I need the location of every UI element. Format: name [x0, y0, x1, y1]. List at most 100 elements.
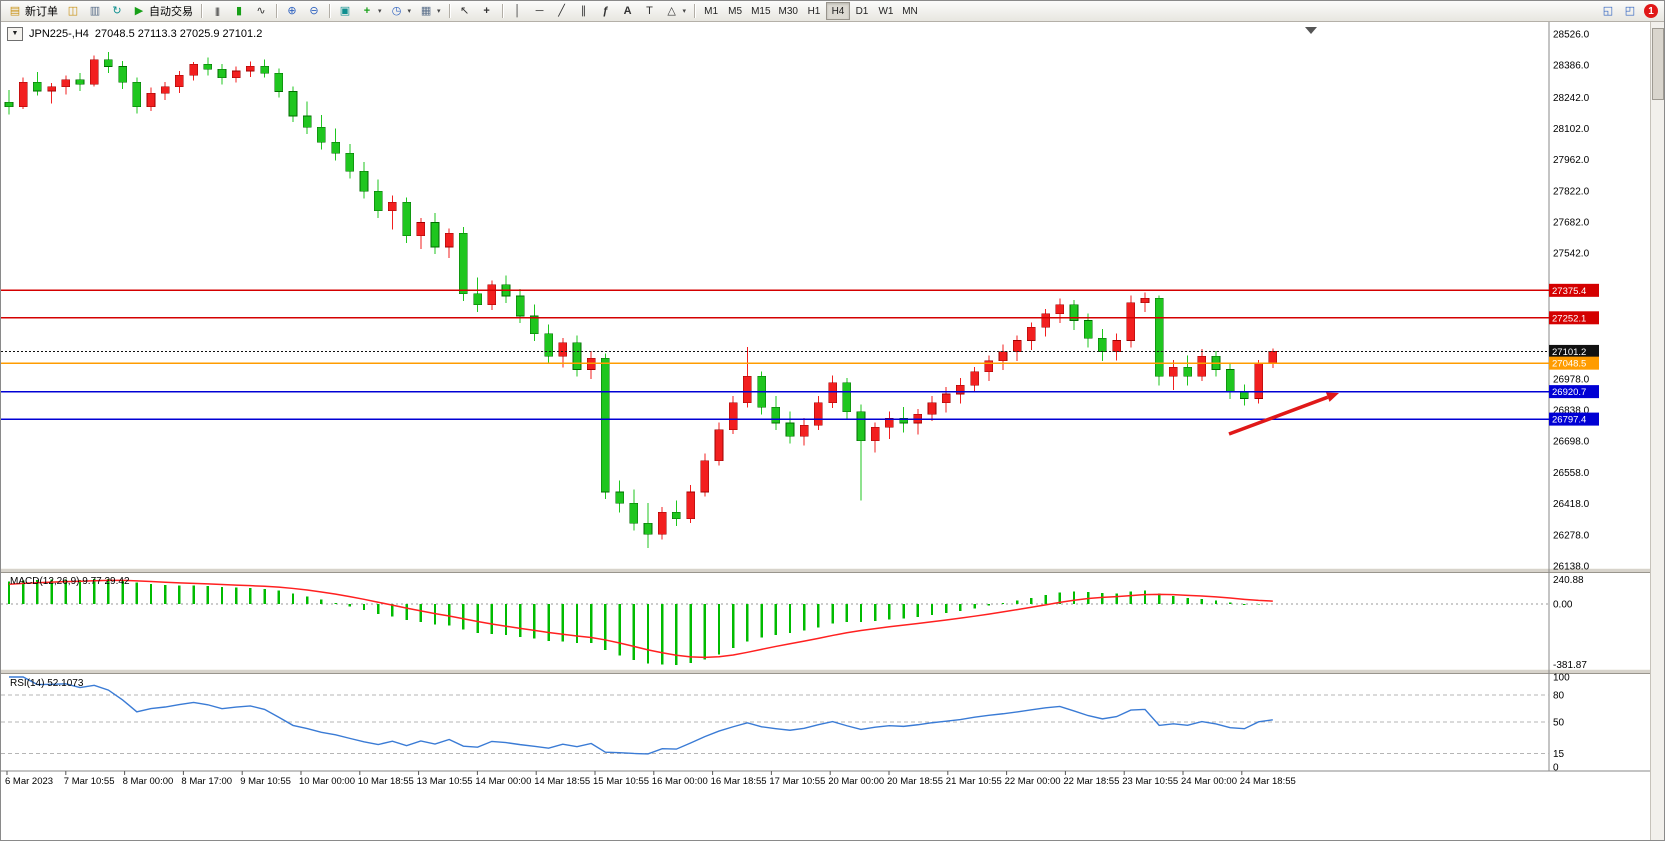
ohlc-values: 27048.5 27113.3 27025.9 27101.2 — [94, 28, 263, 40]
symbol-dropdown-toggle[interactable]: ▼ — [7, 27, 23, 41]
toolbar-separator — [329, 4, 330, 18]
time-axis-label: 14 Mar 00:00 — [475, 776, 531, 787]
candle-body — [984, 360, 994, 373]
chart-canvas: 28526.0 28386.0 28242.0 28102.0 27962.0 27822… — [1, 21, 1653, 840]
scrollbar-thumb[interactable] — [1652, 28, 1664, 100]
candle-body — [487, 284, 497, 306]
time-axis-label: 21 Mar 10:55 — [946, 776, 1002, 787]
price-tag-label-pivot: 27048.5 — [1552, 359, 1586, 370]
channel-tool-button[interactable]: ∥ — [573, 2, 595, 20]
zoom-in-button[interactable]: ⊕ — [281, 2, 303, 20]
candle-body — [558, 342, 568, 357]
time-axis-label: 8 Mar 00:00 — [123, 776, 174, 787]
candle-body — [104, 59, 113, 67]
panel-separator[interactable] — [1, 669, 1653, 674]
candle-body — [217, 68, 227, 78]
timeframe-mn-button[interactable]: MN — [898, 2, 922, 20]
chart-shift-marker[interactable] — [1305, 27, 1317, 34]
time-axis-label: 10 Mar 18:55 — [358, 776, 414, 787]
new-order-button[interactable]: ▤ 新订单 — [4, 2, 62, 20]
candle-body — [302, 115, 312, 128]
layout-button[interactable]: ◱ — [1597, 2, 1619, 20]
candle-body — [416, 222, 426, 237]
time-axis-label: 6 Mar 2023 — [5, 776, 53, 787]
rsi-axis-label: 15 — [1553, 749, 1565, 760]
horizontal-line-tool-button[interactable]: ─ — [529, 2, 551, 20]
dropdown-caret-icon: ▾ — [682, 8, 687, 15]
templates-button[interactable]: ▦ ▾ — [415, 2, 445, 20]
cursor-icon: ↖ — [459, 5, 470, 17]
toolbar-right-group: ◱ ◰ 1 — [1597, 2, 1661, 20]
crosshair-tool-button[interactable]: + — [476, 2, 498, 20]
line-chart-button[interactable]: ∿ — [250, 2, 272, 20]
candle-body — [473, 293, 482, 306]
community-button[interactable]: ◰ — [1619, 2, 1641, 20]
bar-chart-button[interactable]: ||| — [206, 2, 228, 20]
trendline-tool-button[interactable]: ╱ — [551, 2, 573, 20]
candle-body — [1240, 391, 1249, 399]
timeframe-m5-button[interactable]: M5 — [723, 2, 747, 20]
candle-body — [771, 407, 781, 424]
price-axis-label: 26838.0 — [1553, 406, 1590, 417]
candle-body — [728, 402, 738, 430]
candle-body — [572, 342, 582, 370]
periods-button[interactable]: ◷ ▾ — [386, 2, 416, 20]
candle-body — [657, 511, 667, 535]
shapes-tool-button[interactable]: △ ▾ — [661, 2, 691, 20]
candle-body — [1154, 297, 1164, 377]
data-window-button[interactable]: ▥ — [84, 2, 106, 20]
price-tag-resistance-1 — [1549, 283, 1599, 297]
candle-body — [1225, 369, 1235, 393]
timeframe-m1-button[interactable]: M1 — [699, 2, 723, 20]
timeframe-m15-button[interactable]: M15 — [747, 2, 774, 20]
time-axis-label: 24 Mar 18:55 — [1240, 776, 1296, 787]
text-tool-button[interactable]: A — [617, 2, 639, 20]
notifications-badge[interactable]: 1 — [1644, 4, 1658, 18]
auto-trading-button[interactable]: ▶ 自动交易 — [128, 2, 197, 20]
candle-body — [231, 70, 241, 78]
price-tag-label-resistance-2: 27252.1 — [1552, 313, 1586, 324]
fibonacci-tool-button[interactable]: ƒ — [595, 2, 617, 20]
candle-body — [1169, 366, 1178, 377]
trend-arrow-annotation[interactable] — [1228, 395, 1329, 436]
cursor-tool-button[interactable]: ↖ — [454, 2, 476, 20]
candle-body — [842, 382, 852, 413]
text-tool-icon: A — [623, 5, 632, 17]
rsi-label: RSI(14) 52.1073 — [10, 678, 84, 689]
timeframe-m30-button[interactable]: M30 — [775, 2, 802, 20]
zoom-out-button[interactable]: ⊖ — [303, 2, 325, 20]
candle-body — [799, 424, 809, 437]
tile-windows-icon: ▣ — [339, 5, 351, 17]
candle-body — [870, 427, 880, 442]
refresh-button[interactable]: ↻ — [106, 2, 128, 20]
timeframe-h4-button[interactable]: H4 — [825, 2, 850, 20]
candle-body — [1027, 326, 1036, 341]
timeframe-h1-button[interactable]: H1 — [802, 2, 826, 20]
periods-clock-icon: ◷ — [391, 5, 402, 17]
candle-body — [998, 351, 1008, 361]
candle-body — [1098, 338, 1107, 352]
candle-body — [1112, 340, 1121, 352]
panel-separator[interactable] — [1, 568, 1653, 573]
vertical-scrollbar[interactable] — [1650, 22, 1664, 840]
label-tool-button[interactable]: T — [639, 2, 661, 20]
zoom-in-icon: ⊕ — [287, 5, 297, 17]
layout-icon: ◱ — [1602, 5, 1614, 17]
vertical-line-tool-button[interactable]: │ — [507, 2, 529, 20]
symbol-dropdown-icon: ▼ — [11, 30, 19, 37]
time-axis-label: 16 Mar 00:00 — [652, 776, 708, 787]
candle-body — [203, 63, 213, 70]
symbol-label: JPN225-,H4 — [29, 28, 89, 40]
candlestick-series — [4, 52, 1278, 549]
price-axis-label: 26698.0 — [1553, 437, 1590, 448]
candle-body — [317, 126, 326, 143]
time-axis-label: 20 Mar 00:00 — [828, 776, 884, 787]
tile-windows-button[interactable]: ▣ — [334, 2, 356, 20]
candle-chart-button[interactable]: ▮ — [228, 2, 250, 20]
timeframe-w1-button[interactable]: W1 — [874, 2, 898, 20]
market-watch-button[interactable]: ◫ — [62, 2, 84, 20]
time-axis-label: 14 Mar 18:55 — [534, 776, 590, 787]
indicators-button[interactable]: + ▾ — [356, 2, 386, 20]
candle-body — [714, 429, 724, 462]
timeframe-d1-button[interactable]: D1 — [850, 2, 874, 20]
